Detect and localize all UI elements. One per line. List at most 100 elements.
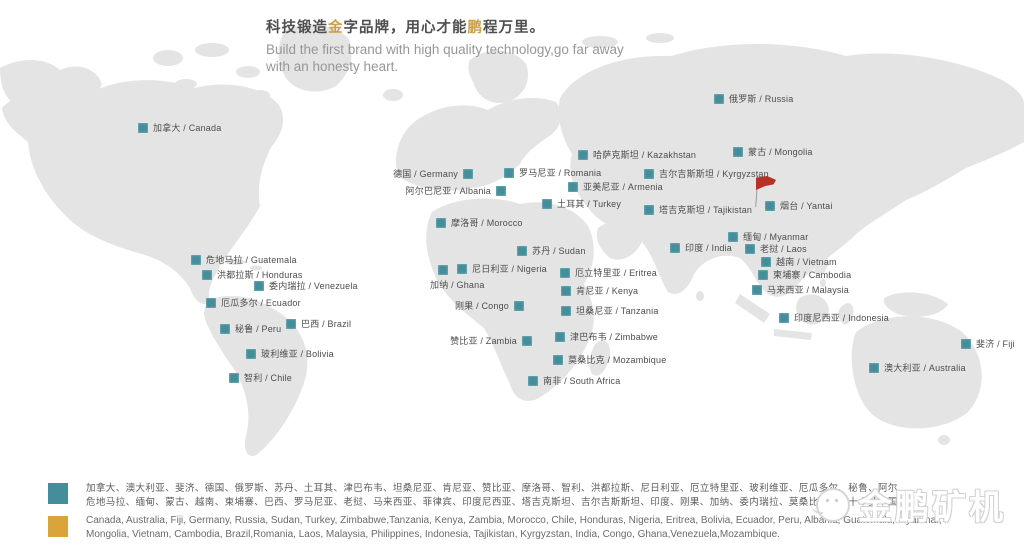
legend-en-line2: Mongolia, Vietnam, Cambodia, Brazil,Roma… <box>86 528 780 540</box>
location-marker-icon <box>191 254 201 265</box>
map-marker-label: 缅甸 / Myanmar <box>743 232 809 242</box>
legend-countries-en: Canada, Australia, Fiji, Germany, Russia… <box>86 514 966 541</box>
map-marker-venezuela: 委内瑞拉 / Venezuela <box>254 279 358 292</box>
map-marker-indonesia: 印度尼西亚 / Indonesia <box>779 311 889 324</box>
map-marker-label: 厄立特里亚 / Eritrea <box>575 268 658 278</box>
map-marker-eritrea: 厄立特里亚 / Eritrea <box>560 266 657 279</box>
map-marker-honduras: 洪都拉斯 / Honduras <box>202 268 303 281</box>
logo-bird-icon <box>811 487 850 522</box>
location-marker-icon <box>745 243 755 254</box>
map-marker-label: 澳大利亚 / Australia <box>884 363 966 373</box>
title-gold-char: 鹏 <box>467 20 483 36</box>
map-marker-label: 肯尼亚 / Kenya <box>576 286 639 296</box>
map-marker-brazil: 巴西 / Brazil <box>286 317 351 330</box>
map-marker-label: 加纳 / Ghana <box>430 280 485 290</box>
map-marker-label: 苏丹 / Sudan <box>532 246 586 256</box>
title-part: 程万里。 <box>483 20 545 36</box>
legend-cn-line1: 加拿大、澳大利亚、斐济、德国、俄罗斯、苏丹、土耳其、津巴布韦、坦桑尼亚、肯尼亚、… <box>86 483 898 494</box>
map-marker-sudan: 苏丹 / Sudan <box>517 244 586 257</box>
location-marker-icon <box>752 284 762 295</box>
map-marker-india: 印度 / India <box>670 241 732 254</box>
location-marker-icon <box>733 146 743 157</box>
map-marker-australia: 澳大利亚 / Australia <box>869 361 966 374</box>
map-marker-label: 坦桑尼亚 / Tanzania <box>576 306 659 316</box>
legend-cn-line2: 危地马拉、缅甸、蒙古、越南、柬埔寨、巴西、罗马尼亚、老挝、马来西亚、菲律宾、印度… <box>86 496 898 508</box>
page-title-en: Build the first brand with high quality … <box>266 41 624 75</box>
location-marker-icon <box>202 269 212 280</box>
location-marker-icon <box>463 168 473 179</box>
location-marker-icon <box>436 217 446 228</box>
logo-bird-eye <box>826 498 829 502</box>
map-marker-label: 莫桑比克 / Mozambique <box>568 355 667 365</box>
map-marker-label: 危地马拉 / Guatemala <box>206 255 297 265</box>
map-marker-label: 洪都拉斯 / Honduras <box>217 270 303 280</box>
map-marker-nigeria: 尼日利亚 / Nigeria <box>457 262 547 275</box>
location-marker-icon <box>542 198 552 209</box>
map-marker-mozambique: 莫桑比克 / Mozambique <box>553 353 666 366</box>
location-marker-icon <box>779 312 789 323</box>
map-marker-label: 厄瓜多尔 / Ecuador <box>221 298 301 308</box>
map-marker-mongolia: 蒙古 / Mongolia <box>733 145 813 158</box>
map-marker-romania: 罗马尼亚 / Romania <box>504 166 601 179</box>
map-marker-congo: 刚果 / Congo <box>455 299 524 312</box>
location-marker-icon <box>765 200 775 211</box>
map-marker-ecuador: 厄瓜多尔 / Ecuador <box>206 296 301 309</box>
legend-gold-square-icon <box>48 516 68 537</box>
map-marker-label: 智利 / Chile <box>244 373 293 383</box>
location-marker-icon <box>714 93 724 104</box>
map-marker-zambia: 赞比亚 / Zambia <box>450 334 532 347</box>
map-marker-albania: 阿尔巴尼亚 / Albania <box>405 184 506 197</box>
map-marker-label: 南非 / South Africa <box>543 376 621 386</box>
location-marker-icon <box>286 318 296 329</box>
location-marker-icon <box>728 231 738 242</box>
map-marker-label: 刚果 / Congo <box>454 301 509 311</box>
title-en-line2: with an honesty heart. <box>266 59 399 74</box>
map-marker-label: 摩洛哥 / Morocco <box>451 218 523 228</box>
map-marker-kyrgyzstan: 吉尔吉斯斯坦 / Kyrgyzstan <box>644 167 769 180</box>
location-marker-icon <box>961 338 971 349</box>
map-marker-label: 印度 / India <box>685 243 733 253</box>
map-marker-label: 哈萨克斯坦 / Kazakhstan <box>593 150 697 160</box>
location-marker-icon <box>522 335 532 346</box>
map-marker-label: 土耳其 / Turkey <box>557 199 622 209</box>
map-marker-yantai: 烟台 / Yantai <box>765 199 833 212</box>
red-flag-icon <box>754 176 778 208</box>
page-header: 科技锻造金字品牌，用心才能鹏程万里。 Build the first brand… <box>266 16 624 75</box>
map-marker-germany: 德国 / Germany <box>393 167 473 180</box>
map-marker-russia: 俄罗斯 / Russia <box>714 92 793 105</box>
map-marker-label: 秘鲁 / Peru <box>235 324 282 334</box>
map-marker-peru: 秘鲁 / Peru <box>220 322 281 335</box>
location-marker-icon <box>206 297 216 308</box>
map-marker-label: 巴西 / Brazil <box>301 319 352 329</box>
location-marker-icon <box>758 269 768 280</box>
location-marker-icon <box>561 285 571 296</box>
map-marker-label: 吉尔吉斯斯坦 / Kyrgyzstan <box>659 169 769 179</box>
map-marker-label: 蒙古 / Mongolia <box>748 147 813 157</box>
logo-bird-wing <box>811 504 823 514</box>
map-marker-zimbabwe: 津巴布韦 / Zimbabwe <box>555 330 658 343</box>
map-marker-label: 斐济 / Fiji <box>976 339 1015 349</box>
logo-text: 金鹏矿机 <box>858 489 1006 527</box>
map-marker-label: 老挝 / Laos <box>760 244 807 254</box>
legend-countries-cn: 加拿大、澳大利亚、斐济、德国、俄罗斯、苏丹、土耳其、津巴布韦、坦桑尼亚、肯尼亚、… <box>86 482 966 509</box>
location-marker-icon <box>560 267 570 278</box>
title-en-line1: Build the first brand with high quality … <box>266 42 624 57</box>
map-marker-label: 俄罗斯 / Russia <box>729 94 794 104</box>
map-marker-guatemala: 危地马拉 / Guatemala <box>191 253 297 266</box>
location-marker-icon <box>138 122 148 133</box>
company-logo: 金鹏矿机 <box>811 480 1006 529</box>
location-marker-icon <box>438 265 448 275</box>
map-marker-kazakhstan: 哈萨克斯坦 / Kazakhstan <box>578 148 696 161</box>
map-marker-label: 越南 / Vietnam <box>776 257 837 267</box>
legend-en-line1: Canada, Australia, Fiji, Germany, Russia… <box>86 515 942 526</box>
map-marker-canada: 加拿大 / Canada <box>138 121 221 134</box>
location-marker-icon <box>528 375 538 386</box>
location-marker-icon <box>761 256 771 267</box>
map-marker-label: 津巴布韦 / Zimbabwe <box>570 332 659 342</box>
location-marker-icon <box>644 204 654 215</box>
map-marker-label: 玻利维亚 / Bolivia <box>261 349 334 359</box>
map-marker-ghana: 加纳 / Ghana <box>430 265 485 291</box>
map-marker-cambodia: 柬埔寨 / Cambodia <box>758 268 851 281</box>
